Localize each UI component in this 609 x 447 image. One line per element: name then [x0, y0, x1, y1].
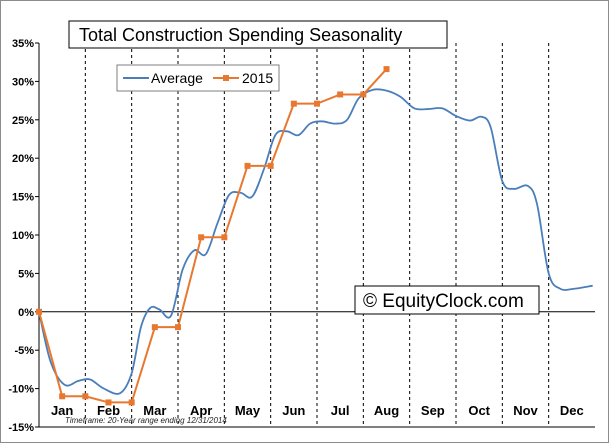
point-2015: [151, 324, 158, 331]
y-tick-label: 10%: [12, 230, 34, 242]
footnote: Timeframe: 20-Year range ending 12/31/20…: [65, 416, 227, 425]
y-tick-label: -15%: [8, 422, 34, 434]
x-tick-label-aug: Aug: [374, 403, 399, 418]
point-2015: [105, 399, 112, 406]
legend-2015-marker: [223, 75, 229, 81]
title-box: [68, 20, 448, 49]
y-tick-label: 5%: [18, 268, 34, 280]
x-tick-label-sep: Sep: [421, 403, 445, 418]
point-2015: [360, 91, 367, 98]
x-tick-label-may: May: [235, 403, 261, 418]
y-tick-labels: 35% 30% 25% 20% 15% 10% 5% 0% -5% -10% -15%: [8, 38, 39, 434]
y-tick-label: -10%: [8, 384, 34, 396]
y-tick-label: 20%: [12, 153, 34, 165]
point-2015: [383, 66, 390, 73]
series-2015: [36, 66, 390, 406]
y-tick-label: 0%: [18, 307, 34, 319]
x-tick-labels: Jan Feb Mar Apr May Jun Jul Aug Sep Oct Nov Dec: [51, 403, 584, 418]
point-2015: [59, 393, 66, 400]
y-tick-label: -5%: [14, 345, 34, 357]
x-tick-label-dec: Dec: [560, 403, 584, 418]
point-2015: [221, 234, 228, 241]
x-tick-label-jan: Jan: [51, 403, 73, 418]
point-2015: [175, 324, 181, 331]
x-tick-label-jun: Jun: [282, 403, 305, 418]
x-tick-label-apr: Apr: [190, 403, 212, 418]
line-2015: [38, 68, 388, 404]
y-tick-label: 15%: [12, 192, 34, 204]
point-2015: [314, 100, 320, 107]
point-2015: [82, 393, 89, 400]
point-2015: [244, 162, 251, 169]
average-series: [38, 88, 593, 395]
chart-title: Total Construction Spending Seasonality: [79, 25, 402, 45]
legend-average-label: Average: [151, 70, 203, 86]
x-tick-label-mar: Mar: [143, 403, 166, 418]
point-2015: [36, 308, 42, 315]
x-tick-label-feb: Feb: [97, 403, 120, 418]
y-tick-label: 30%: [12, 76, 34, 88]
legend-2015-label: 2015: [242, 70, 273, 86]
y-tick-label: 35%: [12, 38, 34, 50]
x-tick-label-jul: Jul: [331, 403, 350, 418]
watermark-box: [354, 285, 540, 315]
point-2015: [198, 234, 205, 241]
x-tick-label-oct: Oct: [468, 403, 490, 418]
x-tick-label-nov: Nov: [513, 403, 538, 418]
point-2015: [267, 162, 274, 169]
point-2015: [290, 100, 297, 107]
watermark-text: © EquityClock.com: [363, 291, 524, 312]
point-2015: [128, 399, 135, 406]
average-line: [38, 88, 593, 395]
point-2015: [337, 91, 344, 98]
y-tick-label: 25%: [12, 115, 34, 127]
